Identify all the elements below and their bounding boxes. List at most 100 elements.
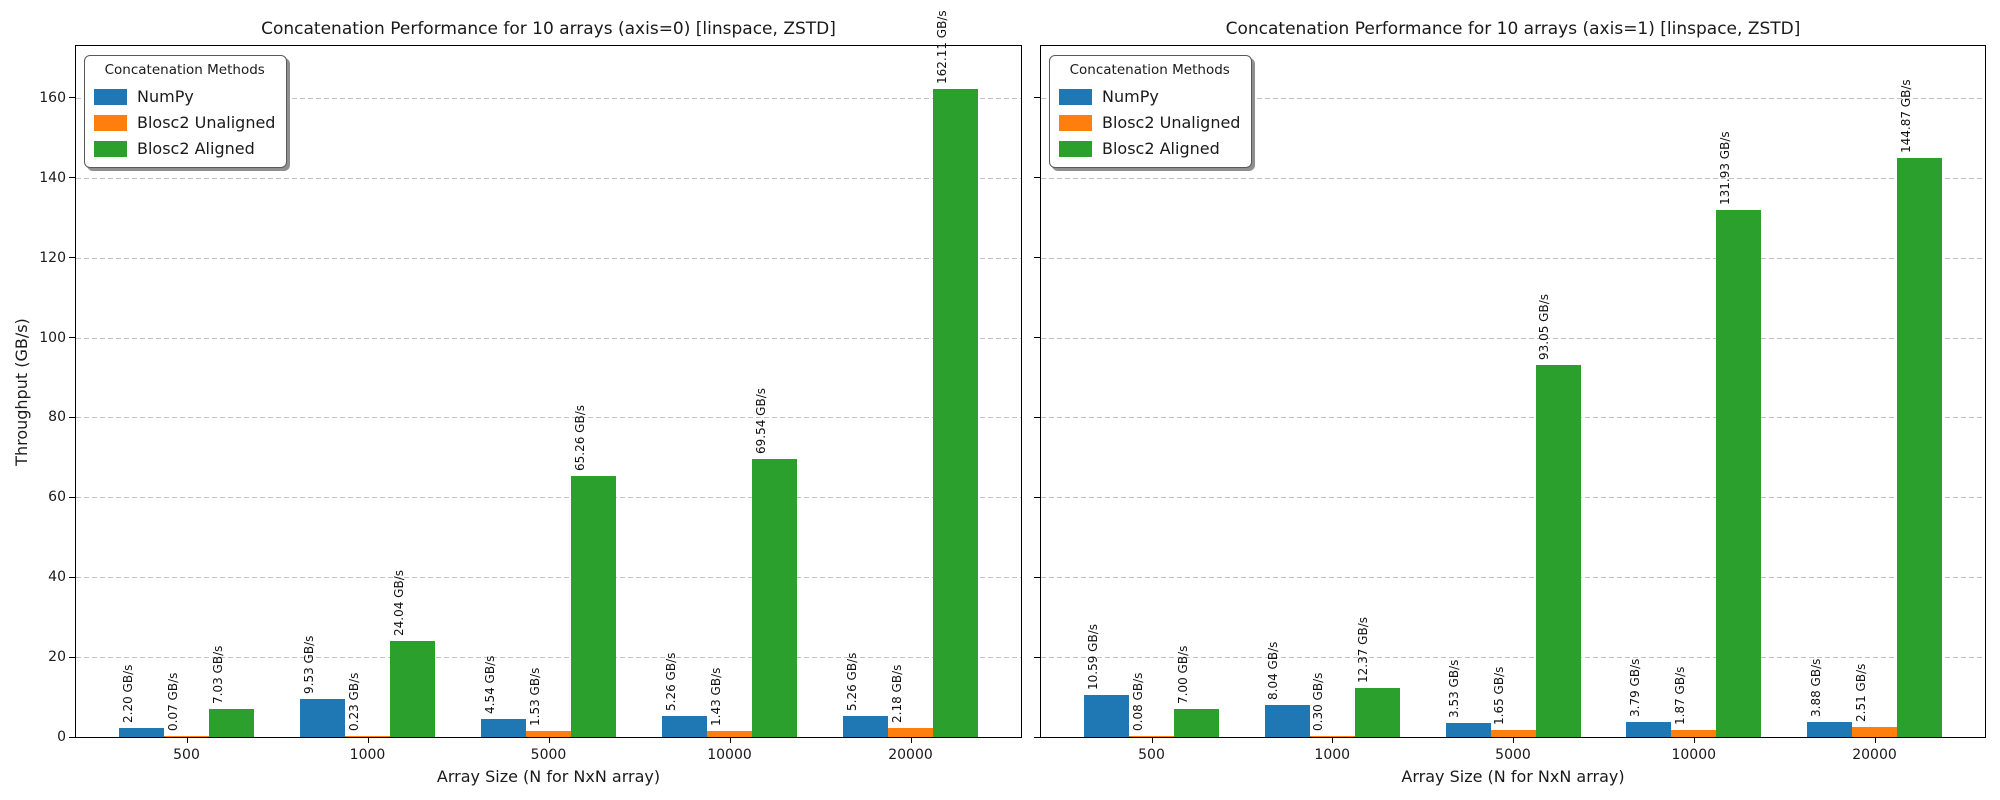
- bar-blosc2-aligned-1000: [390, 640, 435, 737]
- y-tick-mark-160: [1034, 97, 1040, 99]
- legend-label: Blosc2 Unaligned: [137, 113, 276, 132]
- legend-label: NumPy: [1102, 87, 1159, 106]
- y-tick-mark-160: [69, 97, 75, 99]
- bar-value-label: 4.54 GB/s: [482, 655, 497, 714]
- bar-value-label: 5.26 GB/s: [663, 652, 678, 711]
- x-tick-label-5000: 5000: [1495, 747, 1531, 763]
- legend-title: Concatenation Methods: [1069, 62, 1230, 78]
- y-tick-mark-120: [69, 257, 75, 259]
- y-tick-label-60: 60: [48, 489, 66, 506]
- y-tick-mark-60: [1034, 496, 1040, 498]
- legend-patch-numpy: [1059, 88, 1092, 105]
- x-tick-mark-10000: [729, 738, 731, 743]
- x-tick-label-1000: 1000: [349, 747, 386, 763]
- gridline-y40: [1041, 577, 1985, 579]
- bar-blosc2-unaligned-1000: [1309, 735, 1355, 737]
- bar-blosc2-aligned-10000: [752, 459, 797, 737]
- bar-value-label: 12.37 GB/s: [1356, 616, 1371, 683]
- bar-value-label: 3.79 GB/s: [1627, 658, 1642, 717]
- legend-patch-blosc2-aligned: [94, 140, 127, 157]
- plot-area: 2.20 GB/s 0.07 GB/s 7.03 GB/s 9.53 GB/s 0.23…: [75, 11, 1022, 738]
- y-tick-mark-100: [1034, 337, 1040, 339]
- gridline-y160: [76, 97, 1021, 99]
- gridline-y40: [76, 577, 1021, 579]
- bar-value-label: 0.23 GB/s: [346, 672, 361, 731]
- legend-patch-numpy: [94, 88, 127, 105]
- x-tick-label-1000: 1000: [1314, 747, 1351, 763]
- gridline-y140: [1041, 177, 1985, 179]
- bar-numpy-5000: [481, 718, 526, 737]
- bar-numpy-500: [119, 728, 164, 737]
- y-tick-mark-120: [1034, 257, 1040, 259]
- x-tick-mark-1000: [367, 738, 369, 743]
- gridline-y100: [1041, 337, 1985, 339]
- bar-blosc2-aligned-5000: [571, 476, 616, 737]
- gridline-y120: [1041, 257, 1985, 259]
- y-tick-label-140: 140: [39, 169, 66, 186]
- x-tick-mark-20000: [910, 738, 912, 743]
- legend: Concatenation Methods NumPy Blosc2 Unalign…: [84, 55, 288, 168]
- bar-numpy-10000: [1626, 721, 1672, 737]
- plot-area: 10.59 GB/s 0.08 GB/s 7.00 GB/s 8.04 GB/s 0.3…: [1040, 45, 1986, 738]
- legend-entry-blosc2-aligned: Blosc2 Aligned: [1059, 139, 1240, 158]
- legend-label: Blosc2 Unaligned: [1102, 113, 1241, 132]
- y-tick-mark-20: [69, 656, 75, 658]
- bar-value-label: 93.05 GB/s: [1537, 294, 1551, 361]
- x-tick-label-10000: 10000: [707, 747, 752, 763]
- y-tick-mark-60: [69, 496, 75, 498]
- bar-value-label: 144.87 GB/s: [1898, 79, 1913, 154]
- bar-blosc2-unaligned-10000: [707, 731, 752, 737]
- legend-patch-blosc2-aligned: [1059, 140, 1092, 157]
- bar-value-label: 1.65 GB/s: [1492, 667, 1506, 726]
- y-tick-mark-20: [1034, 656, 1040, 658]
- legend-label: Blosc2 Aligned: [137, 139, 255, 158]
- bar-blosc2-aligned-5000: [1535, 365, 1581, 737]
- bar-numpy-5000: [1445, 722, 1491, 737]
- bar-blosc2-aligned-20000: [933, 89, 978, 737]
- legend-label: NumPy: [137, 87, 194, 106]
- chart-title: Concatenation Performance for 10 arrays …: [261, 19, 836, 39]
- bar-value-label: 131.93 GB/s: [1717, 131, 1732, 206]
- bar-blosc2-aligned-500: [209, 708, 254, 737]
- y-tick-label-100: 100: [39, 329, 66, 346]
- gridline-y60: [1041, 497, 1985, 499]
- y-tick-mark-80: [69, 416, 75, 418]
- bar-value-label: 8.04 GB/s: [1266, 641, 1281, 700]
- y-tick-label-0: 0: [57, 729, 66, 745]
- legend-label: Blosc2 Aligned: [1102, 139, 1220, 158]
- y-tick-mark-100: [69, 337, 75, 339]
- legend-entry-numpy: NumPy: [1059, 87, 1240, 106]
- bar-value-label: 5.26 GB/s: [844, 652, 859, 711]
- gridline-y20: [1041, 657, 1985, 659]
- bar-value-label: 0.08 GB/s: [1130, 672, 1145, 731]
- x-tick-mark-20000: [1874, 738, 1876, 743]
- bar-value-label: 3.53 GB/s: [1447, 659, 1461, 718]
- bar-value-label: 7.00 GB/s: [1175, 645, 1190, 705]
- x-tick-label-500: 500: [1138, 747, 1165, 763]
- x-tick-mark-500: [186, 738, 188, 743]
- y-tick-label-120: 120: [39, 249, 66, 266]
- gridline-y20: [76, 657, 1021, 659]
- bar-value-label: 9.53 GB/s: [301, 635, 316, 694]
- gridline-y100: [76, 337, 1021, 339]
- x-tick-label-500: 500: [173, 747, 200, 763]
- bar-numpy-1000: [300, 698, 345, 737]
- bar-value-label: 2.18 GB/s: [889, 664, 904, 724]
- bar-blosc2-unaligned-5000: [526, 730, 571, 737]
- x-axis-label: Array Size (N for NxN array): [436, 767, 661, 786]
- bar-numpy-10000: [662, 715, 707, 737]
- bar-value-label: 2.51 GB/s: [1853, 663, 1868, 722]
- bar-value-label: 7.03 GB/s: [210, 645, 225, 704]
- chart-title: Concatenation Performance for 10 arrays …: [1225, 19, 1801, 39]
- x-tick-mark-10000: [1693, 738, 1695, 743]
- y-tick-mark-0: [1034, 736, 1040, 738]
- bar-blosc2-aligned-20000: [1897, 158, 1942, 737]
- gridline-y60: [76, 497, 1021, 499]
- y-tick-mark-40: [69, 576, 75, 578]
- bar-numpy-1000: [1264, 704, 1310, 737]
- gridline-y80: [1041, 417, 1985, 419]
- x-tick-mark-1000: [1332, 738, 1334, 743]
- y-tick-mark-140: [1034, 177, 1040, 179]
- x-tick-label-20000: 20000: [1852, 747, 1897, 763]
